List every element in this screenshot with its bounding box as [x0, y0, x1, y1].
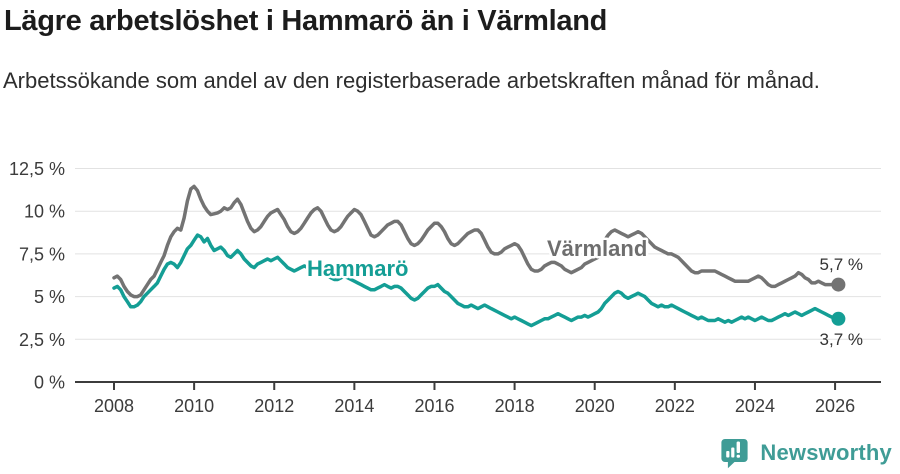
- x-tick-label: 2008: [94, 396, 134, 416]
- series-end-value-värmland: 5,7 %: [820, 255, 863, 274]
- x-tick-label: 2022: [655, 396, 695, 416]
- x-tick-label: 2020: [575, 396, 615, 416]
- x-tick-label: 2026: [815, 396, 855, 416]
- y-tick-label: 5 %: [34, 287, 65, 307]
- exclamation-bar: [737, 441, 741, 453]
- x-tick-label: 2024: [735, 396, 775, 416]
- x-tick-label: 2012: [254, 396, 294, 416]
- series-label-hammarö: Hammarö: [307, 256, 408, 281]
- y-tick-label: 10 %: [24, 202, 65, 222]
- series-label-värmland: Värmland: [547, 236, 647, 261]
- series-line-hammarö: [112, 233, 841, 328]
- x-tick-label: 2010: [174, 396, 214, 416]
- y-tick-label: 7,5 %: [19, 244, 65, 264]
- page-title: Lägre arbetslöshet i Hammarö än i Värmla…: [4, 5, 608, 37]
- speech-bubble-shape: [721, 439, 749, 469]
- bar-small: [726, 451, 730, 458]
- series-end-dot-värmland: [831, 277, 846, 292]
- series-line-värmland: [112, 184, 841, 299]
- unemployment-line-chart: 0 % 2,5 % 5 % 7,5 % 10 % 12,5 % 2008 2010 2012 20…: [9, 159, 881, 416]
- newsworthy-logo-icon: [721, 439, 749, 469]
- y-tick-label: 2,5 %: [19, 330, 65, 350]
- x-tick-label: 2014: [334, 396, 374, 416]
- x-tick-label: 2018: [495, 396, 535, 416]
- x-tick-label: 2016: [414, 396, 454, 416]
- y-tick-label: 0 %: [34, 373, 65, 393]
- series-end-value-hammarö: 3,7 %: [820, 330, 863, 349]
- chart-subtitle: Arbetssökande som andel av den registerb…: [3, 68, 820, 93]
- brand-name: Newsworthy: [760, 439, 892, 465]
- bar-medium: [731, 447, 735, 458]
- series-end-dot-hammarö: [831, 311, 846, 326]
- exclamation-dot: [737, 454, 741, 458]
- brand-footer: Newsworthy: [718, 436, 892, 469]
- y-tick-label: 12,5 %: [9, 159, 65, 179]
